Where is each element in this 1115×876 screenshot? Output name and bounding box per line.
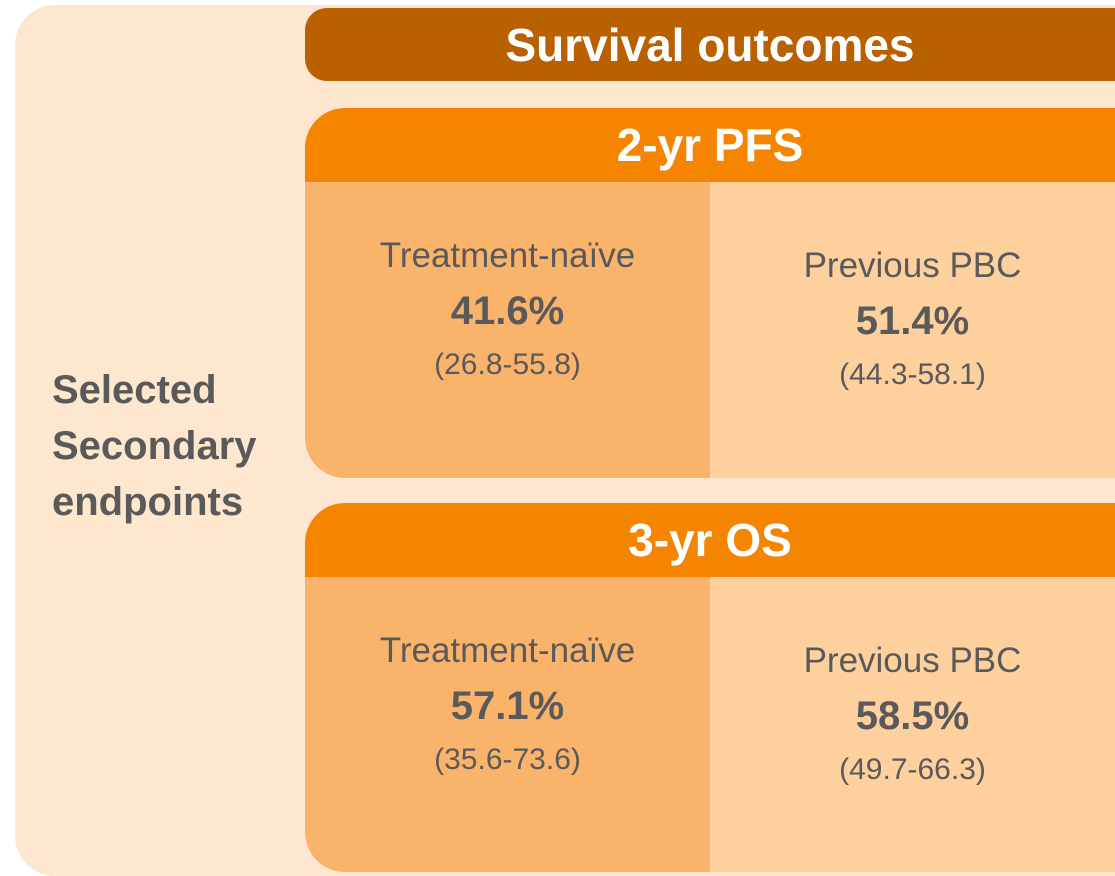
panel-body: Treatment-naïve 41.6% (26.8-55.8) Previous … xyxy=(305,182,1115,478)
group-name: Previous PBC xyxy=(803,640,1022,680)
endpoint-panel: 3-yr OS Treatment-naïve 57.1% (35.6-73.6) Pr… xyxy=(305,503,1115,872)
header-title: Survival outcomes xyxy=(305,8,1115,81)
group-value: 57.1% xyxy=(450,683,565,728)
panel-title: 3-yr OS xyxy=(305,503,1115,577)
group-name: Treatment-naïve xyxy=(379,630,636,670)
group-name: Treatment-naïve xyxy=(379,236,636,275)
group-ci: (35.6-73.6) xyxy=(434,742,581,776)
group-cell: Previous PBC 58.5% (49.7-66.3) xyxy=(710,577,1115,872)
endpoint-panel: 2-yr PFS Treatment-naïve 41.6% (26.8-55.8) P… xyxy=(305,108,1115,478)
group-cell: Treatment-naïve 57.1% (35.6-73.6) xyxy=(305,577,710,872)
group-value: 51.4% xyxy=(855,299,970,343)
group-value: 41.6% xyxy=(450,289,565,333)
group-ci: (26.8-55.8) xyxy=(434,348,581,381)
group-cell: Treatment-naïve 41.6% (26.8-55.8) xyxy=(305,182,710,478)
group-ci: (44.3-58.1) xyxy=(839,358,986,391)
panel-body: Treatment-naïve 57.1% (35.6-73.6) Previous … xyxy=(305,577,1115,872)
group-name: Previous PBC xyxy=(803,246,1022,285)
side-label: Selected Secondary endpoints xyxy=(52,368,257,524)
group-ci: (49.7-66.3) xyxy=(839,752,986,786)
group-cell: Previous PBC 51.4% (44.3-58.1) xyxy=(710,182,1115,478)
panel-title: 2-yr PFS xyxy=(305,108,1115,182)
group-value: 58.5% xyxy=(855,693,970,738)
